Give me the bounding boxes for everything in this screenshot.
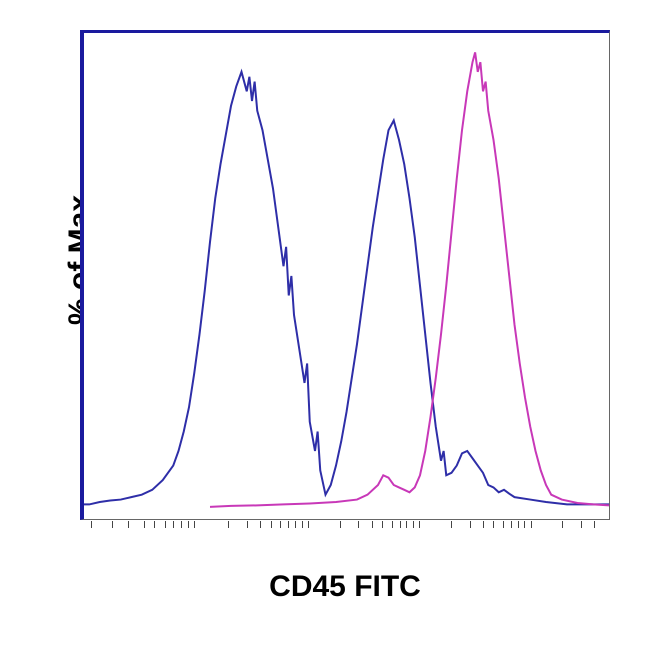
- histogram-svg: [84, 33, 609, 519]
- x-axis-label: CD45 FITC: [80, 570, 610, 604]
- plot-area: [80, 30, 610, 520]
- x-tick: [173, 521, 174, 528]
- x-tick: [128, 521, 129, 528]
- x-tick: [400, 521, 401, 528]
- x-axis-ticks: [80, 520, 610, 528]
- x-tick: [260, 521, 261, 528]
- x-tick: [271, 521, 272, 528]
- x-tick: [483, 521, 484, 528]
- x-tick: [581, 521, 582, 528]
- chart-container: [80, 30, 610, 520]
- x-tick: [562, 521, 563, 528]
- x-tick: [112, 521, 113, 528]
- x-tick: [419, 521, 420, 528]
- x-tick: [194, 521, 195, 528]
- x-tick: [382, 521, 383, 528]
- x-tick: [358, 521, 359, 528]
- x-tick: [392, 521, 393, 528]
- x-tick: [154, 521, 155, 528]
- x-tick: [188, 521, 189, 528]
- x-tick: [288, 521, 289, 528]
- x-tick: [308, 521, 309, 528]
- series-control: [84, 72, 609, 505]
- x-tick: [295, 521, 296, 528]
- x-tick: [302, 521, 303, 528]
- x-tick: [503, 521, 504, 528]
- x-tick: [531, 521, 532, 528]
- x-tick: [372, 521, 373, 528]
- x-tick: [280, 521, 281, 528]
- x-tick: [493, 521, 494, 528]
- x-tick: [406, 521, 407, 528]
- x-tick: [451, 521, 452, 528]
- x-tick: [524, 521, 525, 528]
- x-tick: [144, 521, 145, 528]
- series-stained: [210, 52, 609, 506]
- x-tick: [228, 521, 229, 528]
- x-tick: [181, 521, 182, 528]
- x-tick: [511, 521, 512, 528]
- x-tick: [247, 521, 248, 528]
- x-tick: [470, 521, 471, 528]
- x-tick: [413, 521, 414, 528]
- x-tick: [165, 521, 166, 528]
- x-tick: [340, 521, 341, 528]
- x-tick: [518, 521, 519, 528]
- x-tick: [594, 521, 595, 528]
- x-tick: [91, 521, 92, 528]
